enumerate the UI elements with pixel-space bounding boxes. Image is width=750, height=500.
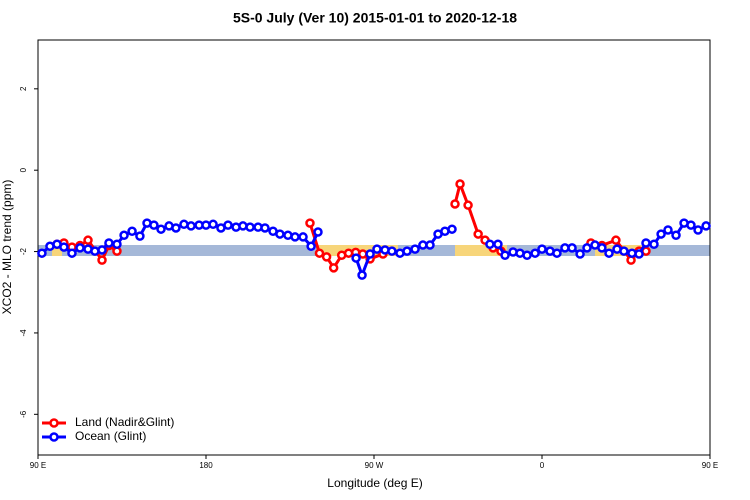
- data-point: [97, 245, 107, 255]
- data-point: [372, 244, 382, 254]
- legend-label: Land (Nadir&Glint): [75, 415, 174, 429]
- data-point: [402, 246, 412, 256]
- data-point: [447, 224, 457, 234]
- series-line: [453, 179, 502, 253]
- data-point: [582, 243, 592, 253]
- data-point: [238, 221, 248, 231]
- chart-title: 5S-0 July (Ver 10) 2015-01-01 to 2020-12…: [233, 10, 517, 26]
- data-point: [463, 200, 473, 210]
- data-point: [500, 250, 510, 260]
- data-point: [290, 232, 300, 242]
- x-tick-label: 0: [540, 461, 545, 470]
- data-point: [208, 219, 218, 230]
- data-point: [604, 248, 614, 258]
- x-tick-label: 180: [199, 461, 213, 470]
- data-point: [425, 240, 435, 250]
- data-point: [649, 239, 659, 249]
- data-point: [686, 220, 696, 230]
- x-tick-label: 90 E: [702, 461, 718, 470]
- x-axis-label: Longitude (deg E): [327, 476, 422, 490]
- data-point: [663, 225, 673, 235]
- x-tick-label: 90 W: [365, 461, 384, 470]
- data-point: [522, 250, 532, 260]
- data-point: [321, 252, 332, 262]
- data-point: [67, 248, 77, 258]
- y-tick-label: 2: [19, 86, 28, 91]
- data-point: [537, 244, 547, 254]
- data-point: [260, 223, 270, 233]
- data-point: [119, 230, 129, 241]
- data-point: [634, 249, 644, 259]
- data-point: [59, 242, 69, 252]
- land-band: [52, 245, 62, 256]
- data-point: [298, 232, 308, 242]
- data-point: [575, 249, 585, 259]
- data-point: [83, 235, 93, 245]
- data-point: [314, 248, 325, 258]
- data-point: [450, 199, 460, 209]
- data-point: [186, 221, 196, 231]
- data-point: [485, 239, 495, 249]
- data-point: [530, 248, 540, 258]
- legend-label: Ocean (Glint): [75, 429, 146, 443]
- data-point: [135, 231, 145, 241]
- data-point: [328, 263, 339, 273]
- data-point: [104, 238, 114, 248]
- data-point: [351, 253, 361, 263]
- data-point: [245, 222, 255, 232]
- data-point: [410, 244, 420, 254]
- data-point: [365, 249, 375, 259]
- y-tick-label: -6: [19, 410, 28, 418]
- data-point: [97, 255, 107, 265]
- data-point: [313, 227, 323, 237]
- data-point: [357, 270, 367, 280]
- data-point: [306, 241, 316, 252]
- data-point: [171, 223, 181, 233]
- land-band: [455, 245, 507, 256]
- data-point: [597, 243, 607, 253]
- data-point: [455, 179, 465, 189]
- data-point: [275, 229, 285, 239]
- y-tick-label: -2: [19, 247, 28, 255]
- data-point: [493, 239, 503, 249]
- legend-marker: [49, 432, 59, 442]
- data-point: [611, 235, 621, 245]
- data-point: [693, 225, 703, 235]
- data-point: [37, 248, 47, 258]
- y-axis-label: XCO2 - MLO trend (ppm): [0, 180, 14, 315]
- data-point: [127, 226, 137, 236]
- data-point: [656, 229, 666, 239]
- data-point: [149, 220, 159, 230]
- data-point: [619, 246, 629, 256]
- data-point: [305, 218, 315, 228]
- data-point: [90, 246, 100, 256]
- y-tick-label: -4: [19, 329, 28, 337]
- data-point: [473, 229, 483, 239]
- data-point: [223, 220, 233, 230]
- data-point: [552, 248, 562, 258]
- data-point: [75, 243, 85, 253]
- data-point: [701, 221, 711, 231]
- data-point: [671, 230, 681, 241]
- data-point: [112, 239, 122, 249]
- legend-marker: [49, 418, 59, 428]
- data-point: [387, 246, 397, 256]
- data-point: [156, 224, 166, 234]
- data-point: [567, 243, 577, 253]
- x-tick-label: 90 E: [30, 461, 46, 470]
- data-point: [641, 238, 651, 248]
- y-tick-label: 0: [19, 167, 28, 172]
